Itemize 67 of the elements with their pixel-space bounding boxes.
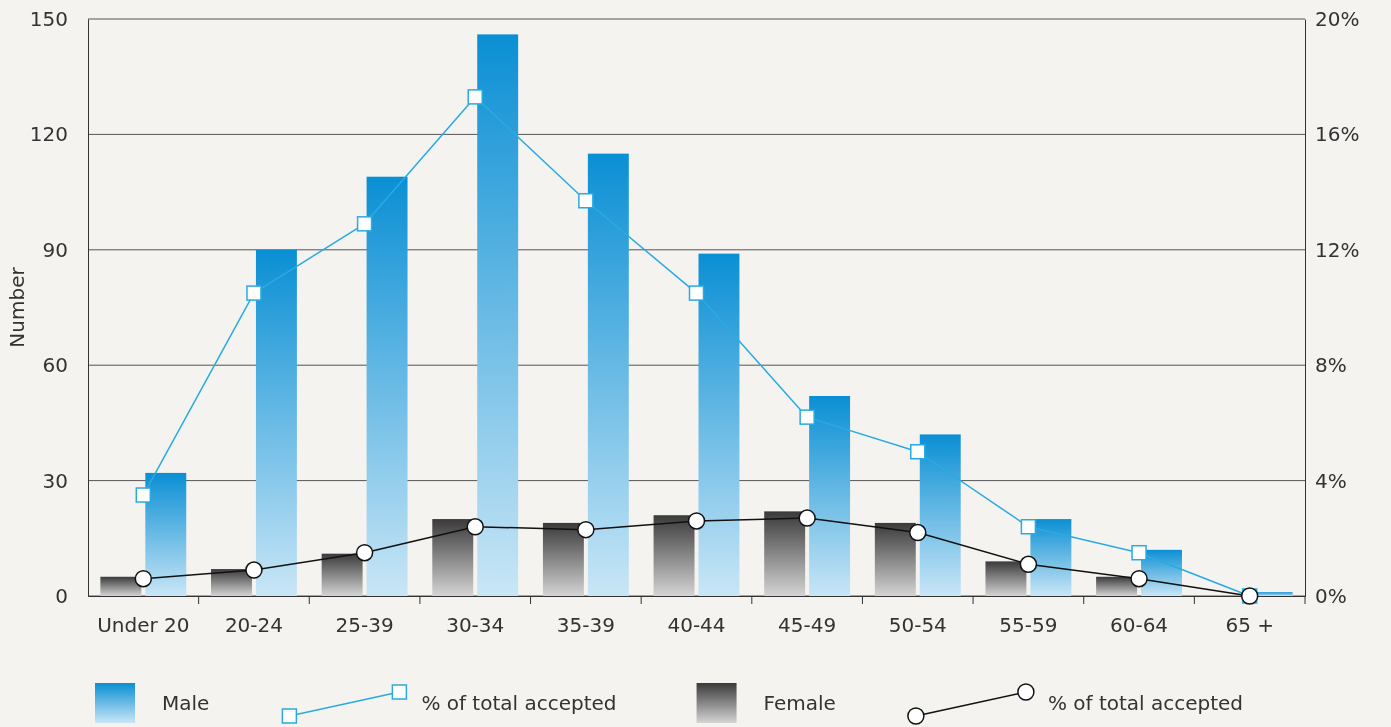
point (1130, 569, 1148, 588)
point (1020, 519, 1037, 535)
x-tick-label: 55-59 (999, 613, 1058, 638)
y-axis-title: Number (5, 266, 29, 348)
bar (432, 519, 474, 596)
point (135, 487, 152, 503)
bar (653, 515, 695, 596)
point (909, 523, 927, 542)
point (578, 193, 594, 209)
point (688, 285, 705, 301)
point (910, 444, 926, 460)
point (1131, 544, 1147, 561)
bar (587, 153, 629, 596)
bar (919, 434, 961, 596)
point (466, 518, 484, 536)
legend-label: % of total accepted (1047, 691, 1244, 715)
x-tick-label: Under 20 (97, 613, 190, 638)
point (355, 543, 374, 562)
x-tick-label: 20-24 (224, 613, 284, 638)
legend-label: % of total accepted (421, 691, 617, 715)
bar (255, 249, 297, 596)
point (798, 509, 816, 527)
y2-tick-label: 0% (1315, 583, 1347, 608)
bar (100, 576, 142, 596)
legend-label: Female (763, 691, 836, 715)
x-tick-label: 25-39 (335, 613, 394, 638)
x-tick-label: 30-34 (446, 613, 505, 638)
x-tick-label: 60-64 (1109, 613, 1169, 638)
bar (698, 253, 740, 596)
bar (1096, 576, 1138, 596)
y-tick-label: 0 (55, 583, 68, 608)
point (356, 216, 373, 232)
bar (809, 395, 851, 596)
y-tick-label: 90 (42, 237, 68, 262)
x-tick-label: 35-39 (556, 613, 615, 638)
y2-tick-label: 20% (1315, 6, 1360, 31)
bar (985, 561, 1027, 596)
bar (477, 34, 519, 596)
bar (145, 472, 187, 596)
bar (764, 511, 806, 596)
y-tick-label: 120 (29, 122, 68, 147)
legend-label: Male (162, 691, 210, 715)
bar (321, 553, 363, 596)
bar (1030, 519, 1072, 596)
point (799, 409, 815, 425)
point (246, 285, 262, 301)
x-tick-label: 50-54 (888, 613, 947, 638)
y-tick-label: 150 (29, 6, 68, 31)
bar (874, 522, 916, 596)
y2-tick-label: 4% (1315, 468, 1347, 493)
bar (211, 569, 252, 596)
y2-tick-label: 16% (1315, 122, 1360, 147)
point (577, 520, 595, 539)
point (687, 512, 706, 530)
point (467, 89, 483, 105)
bar (542, 522, 584, 596)
x-tick-label: 40-44 (667, 613, 726, 638)
x-tick-label: 45-49 (778, 613, 837, 638)
bar (366, 176, 408, 596)
y2-tick-label: 12% (1315, 237, 1360, 262)
point (245, 561, 263, 579)
point (134, 569, 153, 588)
y-tick-label: 60 (42, 353, 68, 378)
x-tick-label: 65 + (1225, 613, 1274, 638)
point (1019, 555, 1038, 574)
y2-tick-label: 8% (1315, 353, 1347, 378)
y-tick-label: 30 (42, 468, 68, 493)
